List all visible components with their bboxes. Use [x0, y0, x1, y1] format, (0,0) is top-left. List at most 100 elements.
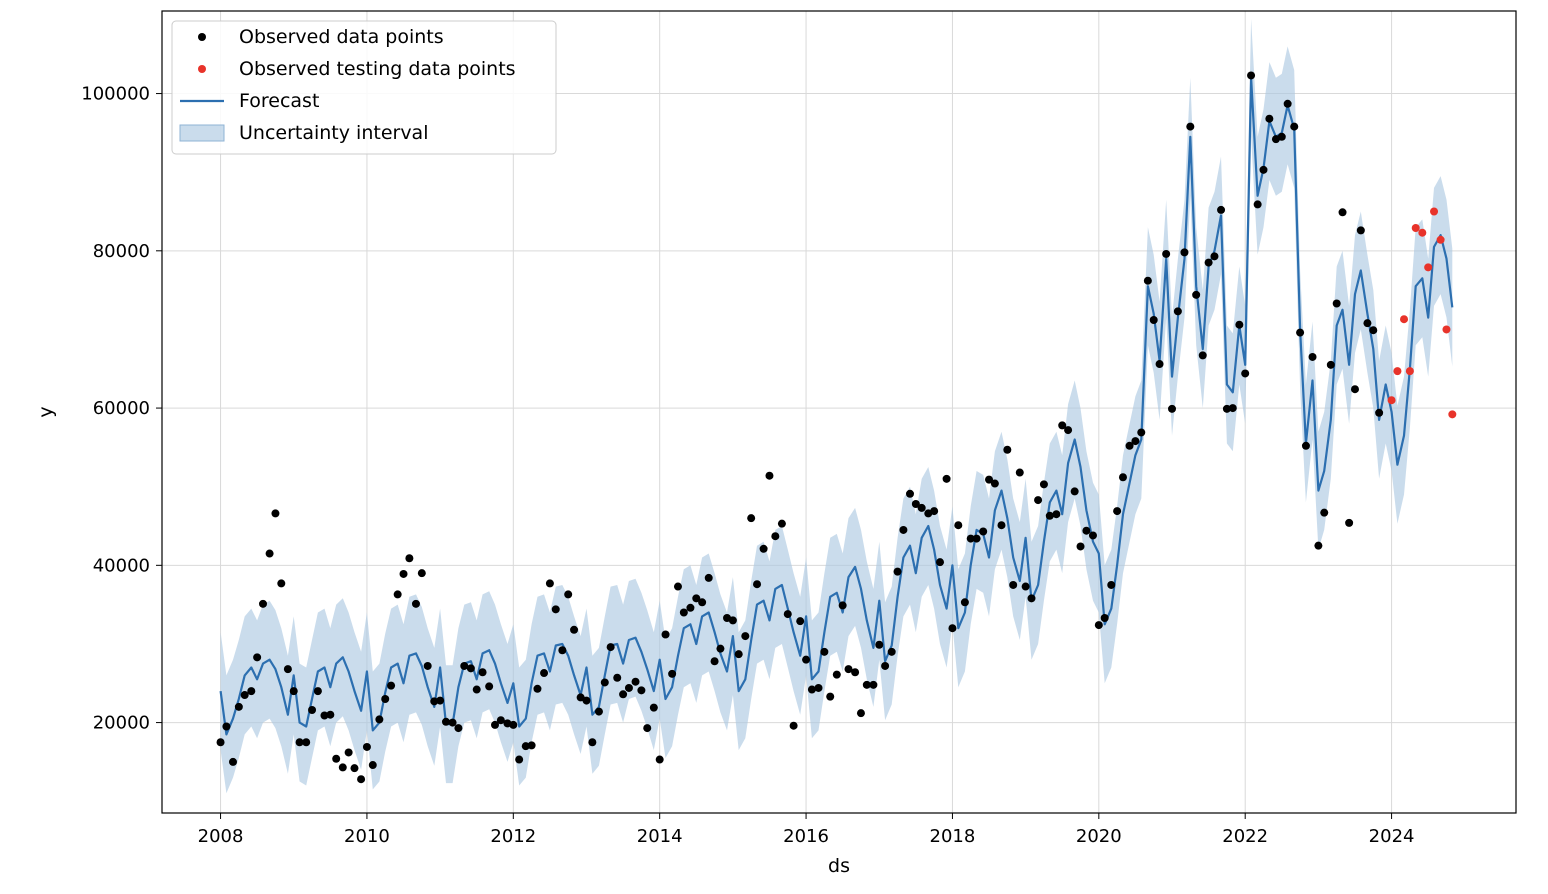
observed-data-point: [698, 598, 707, 607]
observed-data-point: [515, 755, 524, 764]
observed-data-point: [1320, 508, 1329, 517]
observed-data-point: [485, 682, 494, 691]
observed-data-point: [856, 709, 865, 718]
legend-box: [171, 20, 557, 155]
observed-data-point: [832, 670, 841, 679]
observed-data-point: [692, 594, 701, 603]
observed-data-point: [1290, 122, 1299, 131]
legend: Observed data points Observed testing dat…: [171, 20, 557, 155]
x-tick-label: 2024: [1369, 826, 1415, 847]
x-tick-label: 2008: [198, 826, 244, 847]
observed-data-point: [930, 507, 939, 516]
observed-data-point: [1113, 507, 1122, 516]
observed-data-point: [265, 549, 274, 558]
observed-data-point: [466, 664, 475, 673]
observed-data-point: [1143, 276, 1152, 285]
observed-data-point: [862, 680, 871, 689]
observed-data-point: [710, 657, 719, 666]
observed-data-point: [496, 716, 505, 725]
observed-points: [216, 71, 1384, 784]
y-tick-label: 80000: [93, 241, 150, 262]
observed-data-point: [631, 677, 640, 686]
observed-data-point: [368, 761, 377, 770]
legend-patch-marker: [179, 124, 225, 142]
observed-data-point: [649, 703, 658, 712]
observed-data-point: [1283, 99, 1292, 108]
observed-data-point: [533, 684, 542, 693]
observed-data-point: [1338, 208, 1347, 217]
legend-label: Observed data points: [239, 26, 444, 48]
observed-data-point: [789, 721, 798, 730]
observed-data-point: [948, 624, 957, 633]
observed-data-point: [1052, 510, 1061, 519]
observed-data-point: [1301, 441, 1310, 450]
y-axis-ticks: 20000 40000 60000 80000 100000: [81, 84, 162, 734]
observed-data-point: [582, 696, 591, 705]
observed-data-point: [990, 479, 999, 488]
observed-data-point: [588, 738, 597, 747]
legend-dot-marker: [198, 65, 206, 73]
observed-data-point: [655, 755, 664, 764]
testing-data-point: [1442, 325, 1451, 334]
observed-data-point: [1259, 165, 1268, 174]
observed-data-point: [1210, 252, 1219, 261]
observed-data-point: [417, 569, 426, 578]
observed-data-point: [807, 685, 816, 694]
testing-data-point: [1448, 410, 1457, 419]
observed-data-point: [1345, 518, 1354, 527]
observed-data-point: [540, 669, 549, 678]
observed-data-point: [869, 680, 878, 689]
observed-data-point: [460, 661, 469, 670]
observed-data-point: [1350, 385, 1359, 394]
observed-data-point: [216, 738, 225, 747]
x-tick-label: 2018: [930, 826, 976, 847]
observed-data-point: [289, 687, 298, 696]
observed-data-point: [1265, 114, 1274, 123]
observed-data-point: [893, 567, 902, 576]
observed-data-point: [558, 646, 567, 655]
observed-data-point: [1198, 351, 1207, 360]
testing-data-point: [1393, 367, 1402, 376]
observed-data-point: [1222, 404, 1231, 413]
observed-data-point: [1308, 352, 1317, 361]
observed-data-point: [454, 724, 463, 733]
observed-data-point: [637, 686, 646, 695]
observed-data-point: [1021, 582, 1030, 591]
legend-label: Observed testing data points: [239, 58, 516, 80]
observed-data-point: [491, 720, 500, 729]
observed-data-point: [283, 665, 292, 674]
observed-data-point: [551, 605, 560, 614]
observed-data-point: [1118, 473, 1127, 482]
testing-data-point: [1387, 396, 1396, 405]
observed-data-point: [545, 579, 554, 588]
observed-data-point: [1003, 445, 1012, 454]
observed-data-point: [1009, 580, 1018, 589]
observed-data-point: [448, 718, 457, 727]
observed-data-point: [441, 717, 450, 726]
observed-data-point: [875, 640, 884, 649]
x-tick-label: 2020: [1076, 826, 1122, 847]
observed-data-point: [771, 532, 780, 541]
observed-data-point: [411, 599, 420, 608]
observed-data-point: [234, 702, 243, 711]
x-tick-label: 2014: [637, 826, 683, 847]
observed-data-point: [643, 724, 652, 733]
observed-data-point: [686, 603, 695, 612]
observed-data-point: [1375, 408, 1384, 417]
x-tick-label: 2016: [783, 826, 829, 847]
observed-data-point: [1253, 200, 1262, 209]
observed-data-point: [826, 692, 835, 701]
observed-data-point: [844, 665, 853, 674]
observed-data-point: [1296, 328, 1305, 337]
observed-data-point: [802, 655, 811, 664]
observed-data-point: [1015, 468, 1024, 477]
observed-data-point: [613, 673, 622, 682]
observed-data-point: [741, 632, 750, 641]
observed-data-point: [302, 738, 311, 747]
observed-data-point: [966, 534, 975, 543]
testing-points: [1387, 207, 1457, 419]
observed-data-point: [1168, 404, 1177, 413]
observed-data-point: [423, 661, 432, 670]
observed-data-point: [1034, 496, 1043, 505]
observed-data-point: [1162, 249, 1171, 258]
